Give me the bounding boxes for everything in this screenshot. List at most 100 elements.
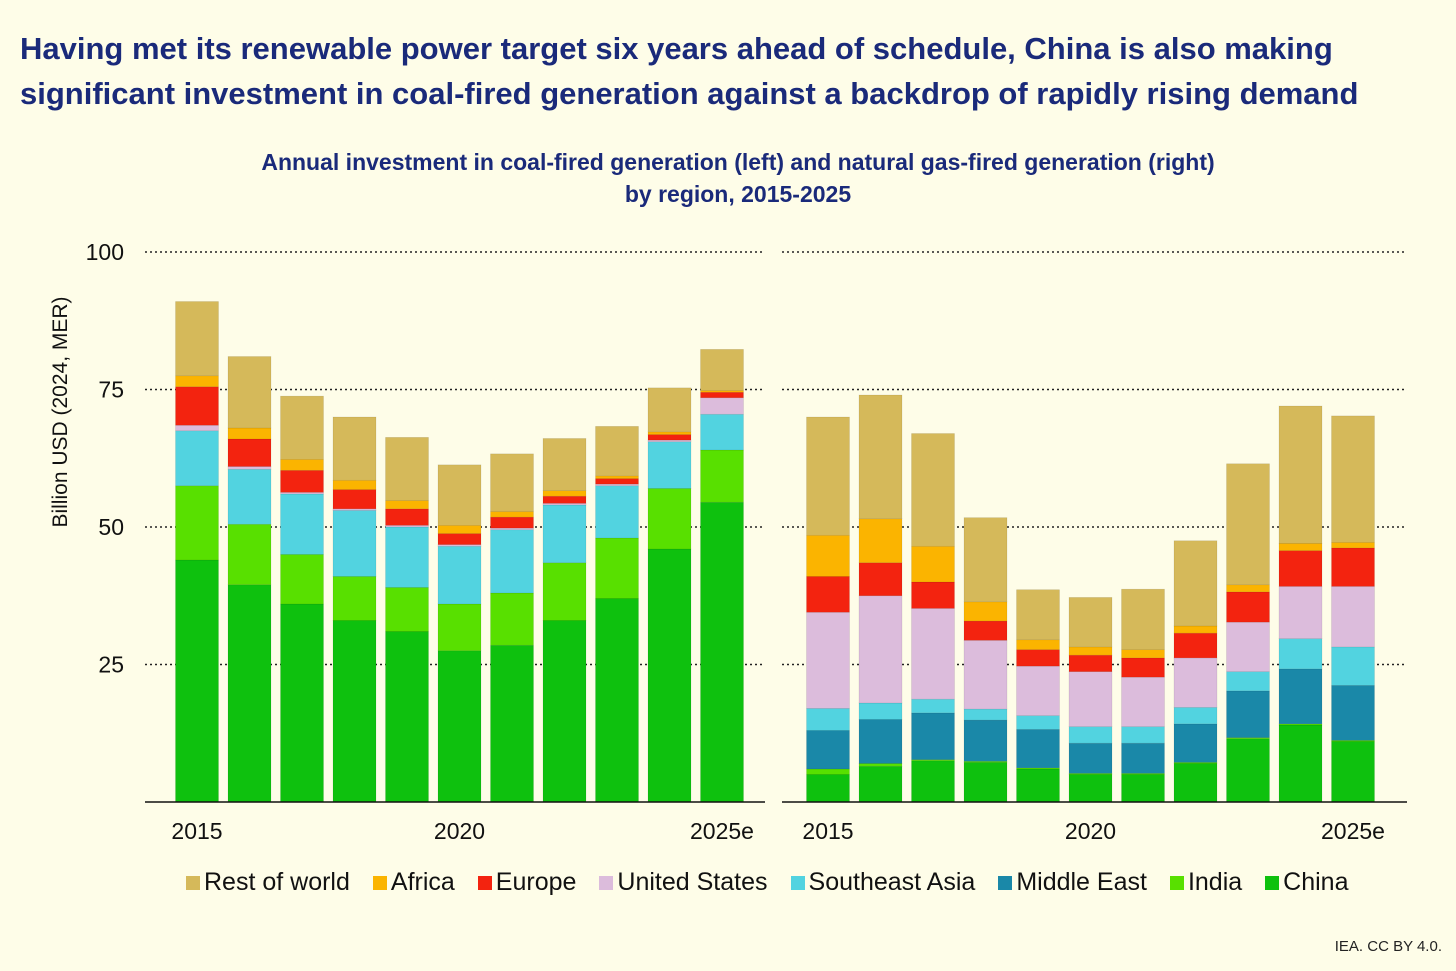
bar-segment-gas-europe-2019 — [1016, 649, 1060, 667]
bar-segment-coal-china-2015 — [175, 559, 219, 803]
legend-swatch — [477, 875, 492, 890]
legend-item-middle-east: Middle East — [998, 868, 1147, 897]
bar-segment-gas-united-states-2018 — [963, 639, 1008, 710]
bar-segment-coal-europe-2021 — [490, 516, 534, 529]
legend-label: Rest of world — [204, 868, 350, 896]
bar-segment-coal-southeast-asia-2024 — [647, 441, 692, 489]
legend-swatch — [186, 875, 200, 890]
chart-title-line-2: by region, 2015-2025 — [624, 181, 852, 207]
x-tick-label: 2025e — [690, 818, 754, 844]
bar-segment-gas-china-2017 — [911, 760, 955, 803]
x-tick-label: 2020 — [1065, 818, 1116, 844]
y-tick-label: 50 — [98, 514, 124, 540]
bar-segment-gas-middle-east-2023 — [1226, 690, 1270, 738]
bar-segment-coal-china-2023 — [595, 598, 639, 803]
bar-segment-coal-europe-2016 — [227, 438, 272, 467]
bar-segment-coal-europe-2019 — [385, 508, 429, 526]
bar-segment-gas-china-2022 — [1173, 763, 1218, 803]
bar-segment-coal-india-2022 — [542, 562, 587, 621]
bar-segment-coal-china-2025e — [700, 501, 744, 803]
headline-line-1: Having met its renewable power target si… — [20, 31, 1333, 66]
legend-swatch — [1265, 875, 1280, 890]
bar-segment-gas-africa-2016 — [858, 518, 903, 564]
x-tick-label: 2025e — [1321, 818, 1385, 844]
bar-segment-coal-china-2022 — [542, 620, 587, 803]
bar-segment-gas-middle-east-2016 — [858, 719, 903, 764]
bar-segment-gas-middle-east-2017 — [911, 712, 955, 760]
bar-segment-coal-southeast-asia-2017 — [280, 493, 324, 555]
bar-segment-gas-united-states-2024 — [1278, 586, 1323, 639]
bar-segment-gas-africa-2020 — [1068, 646, 1113, 656]
bar-segment-gas-europe-2022 — [1173, 632, 1218, 659]
x-tick-label: 2015 — [802, 818, 853, 844]
bar-segment-gas-china-2024 — [1278, 724, 1323, 803]
bar-segment-gas-europe-2025e — [1331, 547, 1375, 587]
bar-segment-gas-rest-of-world-2023 — [1226, 463, 1270, 586]
bar-segment-coal-rest-of-world-2016 — [227, 356, 272, 429]
bar-segment-coal-southeast-asia-2025e — [700, 413, 744, 451]
bar-segment-gas-china-2019 — [1016, 768, 1060, 803]
bar-segment-gas-rest-of-world-2024 — [1278, 405, 1323, 544]
bar-segment-gas-africa-2017 — [911, 545, 955, 583]
bar-segment-gas-europe-2020 — [1068, 654, 1113, 672]
legend-item-europe: Europe — [477, 868, 576, 897]
bar-segment-gas-india-2015 — [806, 768, 850, 775]
bar-segment-coal-china-2021 — [490, 644, 534, 803]
legend-label: Middle East — [1016, 868, 1147, 896]
bar-segment-coal-southeast-asia-2023 — [595, 485, 639, 539]
legend-item-china: China — [1265, 868, 1348, 897]
bar-segment-coal-rest-of-world-2022 — [542, 438, 587, 492]
bar-segment-coal-china-2024 — [647, 548, 692, 803]
bar-segment-coal-china-2019 — [385, 631, 429, 803]
bar-segment-gas-united-states-2022 — [1173, 657, 1218, 708]
bar-segment-gas-middle-east-2025e — [1331, 685, 1375, 741]
headline-line-2: significant investment in coal-fired gen… — [20, 76, 1359, 111]
bar-segment-gas-united-states-2023 — [1226, 621, 1270, 672]
bar-segment-gas-middle-east-2021 — [1121, 742, 1165, 774]
bar-segment-gas-united-states-2016 — [858, 595, 903, 704]
bar-segment-coal-india-2025e — [700, 449, 744, 503]
bar-segment-gas-united-states-2025e — [1331, 586, 1375, 648]
bar-segment-coal-africa-2020 — [437, 525, 482, 534]
legend-label: United States — [617, 868, 768, 896]
bar-segment-gas-africa-2024 — [1278, 543, 1323, 551]
bar-segment-gas-middle-east-2015 — [806, 730, 850, 770]
legend-item-africa: Africa — [372, 868, 455, 897]
bar-segment-gas-europe-2015 — [806, 576, 850, 613]
bar-segment-gas-africa-2015 — [806, 534, 850, 577]
bar-segment-coal-india-2024 — [647, 488, 692, 550]
bar-segment-coal-southeast-asia-2018 — [332, 510, 377, 577]
bar-segment-gas-rest-of-world-2018 — [963, 517, 1008, 603]
bar-segment-coal-rest-of-world-2021 — [490, 453, 534, 512]
y-tick-label: 75 — [98, 377, 124, 403]
bar-segment-coal-europe-2022 — [542, 495, 587, 504]
bar-segment-gas-rest-of-world-2022 — [1173, 540, 1218, 627]
bar-segment-coal-india-2016 — [227, 523, 272, 586]
legend-swatch — [790, 875, 805, 890]
bar-segment-gas-china-2015 — [806, 774, 850, 803]
legend-item-united-states: United States — [599, 868, 768, 897]
bar-segment-coal-rest-of-world-2024 — [647, 387, 692, 433]
bar-segment-gas-rest-of-world-2017 — [911, 433, 955, 547]
bar-segment-gas-southeast-asia-2025e — [1331, 646, 1375, 686]
bar-segment-gas-middle-east-2020 — [1068, 742, 1113, 774]
bar-segment-gas-rest-of-world-2016 — [858, 394, 903, 520]
bar-segment-coal-europe-2015 — [175, 386, 219, 426]
bar-segment-gas-united-states-2019 — [1016, 665, 1060, 716]
legend-item-rest-of-world: Rest of world — [186, 868, 350, 897]
bar-segment-coal-europe-2017 — [280, 470, 324, 493]
bar-segment-coal-united-states-2025e — [700, 397, 744, 415]
bar-segment-coal-united-states-2016 — [227, 466, 272, 470]
bar-segment-coal-africa-2021 — [490, 511, 534, 518]
legend-swatch — [599, 875, 614, 890]
bar-segment-coal-africa-2018 — [332, 479, 377, 490]
bar-segment-gas-rest-of-world-2025e — [1331, 415, 1375, 543]
bar-segment-gas-southeast-asia-2015 — [806, 708, 850, 731]
bar-segment-coal-rest-of-world-2020 — [437, 464, 482, 526]
bar-segment-gas-southeast-asia-2021 — [1121, 726, 1165, 744]
bar-segment-coal-europe-2023 — [595, 478, 639, 485]
x-tick-label: 2015 — [171, 818, 222, 844]
bar-segment-gas-china-2021 — [1121, 774, 1165, 803]
bar-segment-coal-china-2020 — [437, 650, 482, 803]
